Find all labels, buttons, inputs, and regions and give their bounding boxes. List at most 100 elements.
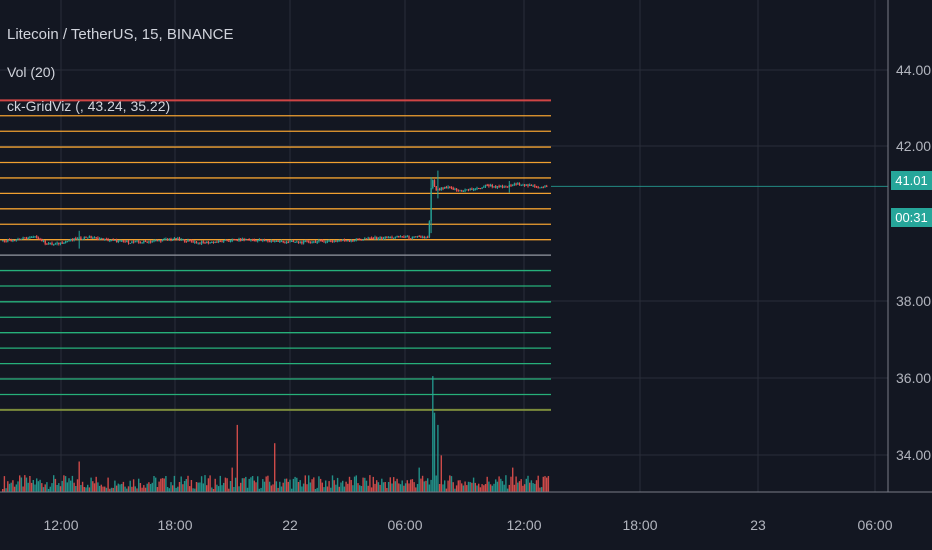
candle-body-93 (160, 240, 162, 242)
candle-body-8 (15, 239, 17, 241)
candle-body-309 (527, 184, 529, 187)
volume-bar-224 (382, 482, 385, 492)
candle-body-68 (117, 240, 119, 242)
volume-bar-238 (406, 480, 408, 492)
candle-body-97 (166, 239, 169, 240)
candle-body-151 (258, 239, 261, 241)
candle-body-178 (304, 241, 306, 243)
candle-body-13 (24, 237, 26, 239)
candle-body-189 (323, 241, 325, 243)
volume-bar-244 (416, 484, 419, 492)
volume-bar-167 (285, 478, 288, 492)
volume-bar-3 (7, 481, 9, 492)
candle-body-89 (153, 240, 155, 242)
candle-body-248 (423, 236, 425, 238)
candle-body-28 (49, 243, 51, 244)
candle-body-85 (146, 241, 148, 243)
volume-bar-315 (537, 475, 539, 492)
candle-body-313 (534, 185, 536, 187)
candle-body-12 (22, 237, 24, 239)
volume-bar-269 (459, 480, 461, 492)
candle-body-168 (287, 242, 289, 244)
volume-bar-302 (515, 476, 517, 492)
volume-bar-42 (73, 482, 75, 492)
candle-body-61 (105, 239, 108, 240)
candle-body-102 (175, 238, 177, 240)
candle-body-77 (132, 241, 135, 243)
candle-body-200 (342, 239, 344, 241)
volume-bar-291 (496, 481, 499, 492)
volume-bar-45 (78, 461, 80, 492)
volume-bar-196 (335, 484, 337, 492)
candle-body-63 (109, 240, 111, 242)
candle-body-186 (318, 240, 320, 242)
volume-bar-91 (156, 487, 159, 492)
candle-body-67 (115, 240, 118, 242)
volume-bar-307 (523, 484, 526, 492)
volume-bar-292 (498, 476, 500, 492)
volume-bar-310 (529, 482, 531, 492)
candle-body-142 (243, 239, 245, 241)
volume-bar-0 (2, 489, 4, 492)
candle-body-191 (326, 240, 329, 242)
candle-body-243 (415, 236, 417, 238)
volume-bar-27 (47, 489, 50, 492)
volume-bar-209 (357, 483, 359, 492)
volume-bar-7 (13, 486, 16, 492)
volume-bar-145 (248, 478, 250, 492)
candle-body-179 (306, 241, 308, 243)
volume-bar-187 (319, 478, 322, 492)
candle-body-230 (393, 237, 395, 239)
candle-body-227 (387, 237, 390, 239)
volume-bar-2 (5, 488, 7, 492)
candle-body-129 (221, 241, 223, 243)
candle-body-126 (216, 241, 218, 243)
candle-body-6 (12, 240, 14, 242)
candle-body-19 (34, 236, 36, 238)
volume-bar-178 (304, 475, 306, 492)
volume-bar-218 (372, 476, 374, 492)
volume-legend[interactable]: Vol (20) (7, 64, 56, 80)
volume-bar-86 (148, 482, 150, 492)
candle-body-16 (29, 237, 31, 239)
candle-body-232 (396, 236, 398, 237)
candle-body-310 (529, 184, 531, 186)
volume-bar-179 (306, 484, 308, 492)
candle-body-82 (141, 242, 143, 244)
candle-body-302 (515, 183, 517, 185)
symbol-title[interactable]: Litecoin / TetherUS, 15, BINANCE (7, 26, 234, 43)
volume-bar-288 (491, 485, 493, 492)
volume-bar-32 (56, 485, 58, 492)
candle-body-53 (92, 237, 94, 239)
candle-body-123 (211, 242, 213, 243)
volume-bar-157 (268, 481, 271, 492)
volume-bar-143 (245, 476, 247, 492)
volume-bar-140 (240, 482, 242, 492)
volume-bar-23 (41, 483, 43, 492)
volume-bar-198 (338, 486, 340, 492)
candle-body-119 (204, 242, 206, 244)
candle-body-128 (219, 240, 221, 242)
volume-bar-206 (352, 485, 354, 492)
candle-body-255 (435, 186, 437, 191)
volume-bar-60 (104, 486, 106, 492)
indicator-legend[interactable]: ck-GridViz (, 43.24, 35.22) (7, 98, 171, 114)
volume-bar-280 (478, 483, 480, 492)
volume-bar-95 (163, 478, 165, 492)
volume-bar-136 (233, 487, 235, 492)
x-tick-label-7: 06:00 (857, 517, 892, 533)
volume-bar-83 (143, 485, 145, 492)
candle-body-65 (112, 239, 114, 241)
volume-bar-116 (199, 482, 201, 492)
last-price-label: 41.01 (891, 171, 932, 190)
volume-bar-320 (546, 477, 548, 492)
candle-body-211 (360, 239, 363, 241)
candle-body-51 (88, 236, 91, 238)
volume-bar-134 (229, 481, 232, 492)
candle-body-250 (427, 236, 429, 238)
candle-body-17 (30, 236, 33, 238)
candle-body-181 (309, 242, 312, 244)
candle-body-99 (170, 239, 172, 240)
candle-body-48 (83, 237, 85, 240)
